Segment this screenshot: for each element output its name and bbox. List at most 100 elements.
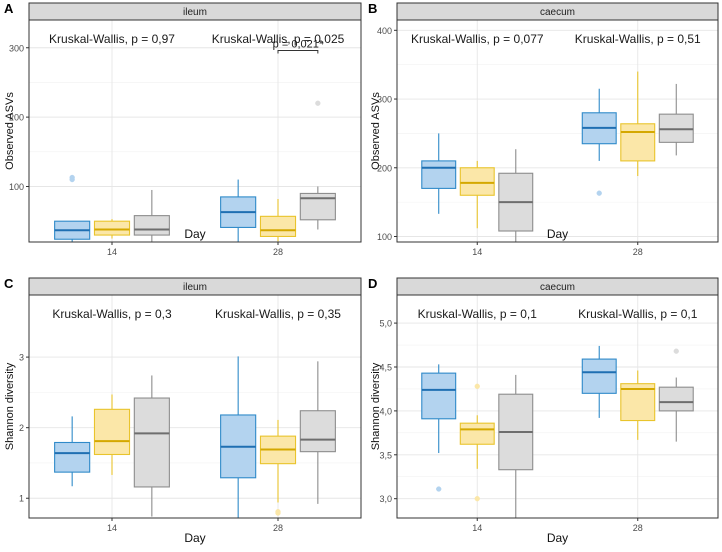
box-day28-group2 bbox=[620, 71, 656, 177]
box-day28-group1 bbox=[581, 345, 617, 418]
kruskal-wallis-annotation: Kruskal-Wallis, p = 0,077 bbox=[411, 32, 544, 46]
outlier-point bbox=[436, 486, 442, 492]
y-tick-label: 300 bbox=[9, 43, 24, 53]
panel-label: A bbox=[4, 1, 14, 16]
y-axis-title: Observed ASVs bbox=[370, 92, 382, 170]
outlier-point bbox=[315, 100, 321, 106]
y-tick-label: 100 bbox=[9, 182, 24, 192]
x-tick-label: 14 bbox=[472, 247, 482, 257]
box-marks bbox=[54, 100, 336, 242]
box-day14-group1 bbox=[421, 364, 457, 492]
box-day28-group3 bbox=[299, 100, 336, 230]
box-day28-group3 bbox=[658, 83, 694, 156]
outlier-point bbox=[69, 174, 75, 181]
x-axis-title: Day bbox=[547, 227, 568, 241]
box-iqr bbox=[421, 372, 457, 420]
x-tick-label: 28 bbox=[633, 523, 643, 533]
box-day14-group2 bbox=[459, 383, 495, 502]
y-tick-label: 300 bbox=[377, 95, 392, 105]
box-iqr bbox=[93, 408, 131, 456]
box-day14-group3 bbox=[498, 374, 534, 518]
y-tick-label: 200 bbox=[9, 113, 24, 123]
y-tick-label: 100 bbox=[377, 232, 392, 242]
strip-title: caecum bbox=[540, 282, 575, 293]
significance-bracket: p = 0,021* bbox=[273, 39, 324, 54]
plot-border bbox=[28, 19, 362, 243]
kruskal-wallis-annotation: Kruskal-Wallis, p = 0,35 bbox=[215, 307, 341, 321]
y-axis-title: Observed ASVs bbox=[4, 92, 16, 170]
outlier-point bbox=[474, 383, 480, 389]
box-marks bbox=[421, 71, 694, 242]
y-axis-title: Shannon diversity bbox=[4, 362, 16, 450]
plot-border bbox=[396, 294, 719, 519]
box-day14-group3 bbox=[133, 189, 170, 242]
kruskal-wallis-annotation: Kruskal-Wallis, p = 0,51 bbox=[575, 32, 701, 46]
box-day28-group1 bbox=[581, 88, 617, 196]
box-day14-group2 bbox=[93, 219, 131, 239]
box-day28-group3 bbox=[299, 361, 336, 504]
kruskal-wallis-annotation: Kruskal-Wallis, p = 0,1 bbox=[418, 307, 538, 321]
x-tick-label: 28 bbox=[273, 247, 283, 257]
box-marks bbox=[421, 345, 694, 518]
panel-label: C bbox=[4, 276, 14, 291]
strip-title: ileum bbox=[183, 7, 207, 18]
kruskal-wallis-annotation: Kruskal-Wallis, p = 0,97 bbox=[49, 32, 175, 46]
box-iqr bbox=[133, 215, 170, 236]
box-iqr bbox=[620, 123, 656, 162]
x-tick-label: 14 bbox=[472, 523, 482, 533]
box-day14-group2 bbox=[93, 394, 131, 475]
box-iqr bbox=[658, 113, 694, 143]
box-iqr bbox=[459, 167, 495, 196]
box-day14-group3 bbox=[133, 375, 170, 517]
x-tick-label: 14 bbox=[107, 523, 117, 533]
kruskal-wallis-annotation: Kruskal-Wallis, p = 0,1 bbox=[578, 307, 698, 321]
box-iqr bbox=[93, 220, 131, 236]
box-day28-group2 bbox=[259, 198, 297, 242]
box-marks bbox=[54, 356, 336, 518]
y-tick-label: 5,0 bbox=[379, 319, 392, 329]
box-day14-group1 bbox=[421, 133, 457, 214]
y-tick-label: 3,0 bbox=[379, 494, 392, 504]
box-iqr bbox=[459, 422, 495, 445]
bracket-line bbox=[277, 50, 319, 54]
kruskal-wallis-annotation: Kruskal-Wallis, p = 0,3 bbox=[52, 307, 172, 321]
box-day14-group1 bbox=[54, 416, 91, 487]
box-iqr bbox=[658, 386, 694, 412]
y-tick-label: 3,5 bbox=[379, 450, 392, 460]
kruskal-wallis-annotation: Kruskal-Wallis, p = 0,025 bbox=[212, 32, 345, 46]
x-tick-label: 14 bbox=[107, 247, 117, 257]
x-tick-label: 28 bbox=[633, 247, 643, 257]
outlier-point bbox=[474, 496, 480, 502]
panel-label: B bbox=[368, 1, 377, 16]
x-axis-title: Day bbox=[184, 227, 205, 241]
box-day28-group3 bbox=[658, 348, 694, 442]
y-tick-label: 400 bbox=[377, 26, 392, 36]
significance-label: p = 0,021* bbox=[273, 39, 324, 51]
gridlines bbox=[397, 20, 718, 242]
outlier-point bbox=[596, 190, 602, 196]
y-tick-label: 200 bbox=[377, 163, 392, 173]
plot-border bbox=[28, 294, 362, 519]
box-iqr bbox=[133, 397, 170, 488]
y-axis-title: Shannon diversity bbox=[370, 362, 382, 450]
x-axis-title: Day bbox=[184, 531, 205, 545]
box-day28-group1 bbox=[220, 356, 257, 518]
outlier-point bbox=[673, 348, 679, 354]
box-day14-group3 bbox=[498, 149, 534, 242]
box-iqr bbox=[581, 358, 617, 394]
box-iqr bbox=[299, 410, 336, 453]
plot-border bbox=[396, 19, 719, 243]
outlier-point bbox=[275, 508, 281, 515]
box-day28-group1 bbox=[220, 179, 257, 242]
box-day28-group2 bbox=[620, 370, 656, 440]
box-day14-group2 bbox=[459, 160, 495, 229]
x-tick-label: 28 bbox=[273, 523, 283, 533]
y-tick-label: 3 bbox=[19, 353, 24, 363]
y-tick-label: 2 bbox=[19, 423, 24, 433]
box-iqr bbox=[54, 441, 91, 473]
box-iqr bbox=[259, 215, 297, 238]
